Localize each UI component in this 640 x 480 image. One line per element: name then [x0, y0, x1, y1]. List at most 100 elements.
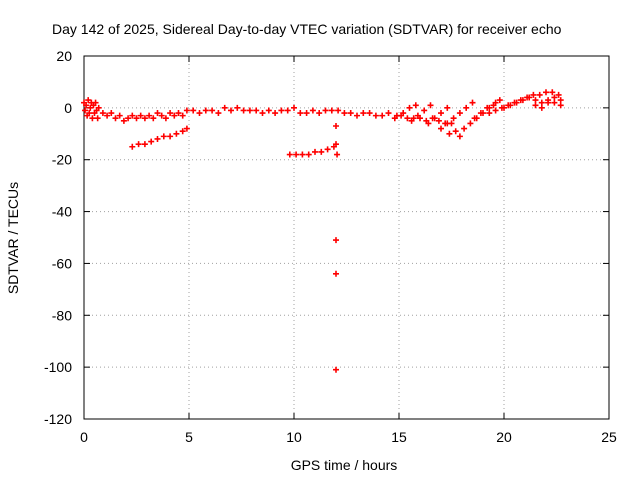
data-point	[137, 112, 144, 119]
data-point	[85, 97, 92, 104]
data-point	[446, 130, 453, 137]
data-point	[299, 151, 306, 158]
data-point	[421, 107, 428, 114]
data-point	[173, 130, 180, 137]
y-tick-label: -40	[52, 204, 72, 220]
data-point	[519, 97, 526, 104]
data-point	[354, 112, 360, 119]
data-point	[551, 99, 558, 106]
data-point	[240, 107, 247, 114]
data-point	[154, 110, 161, 117]
data-point	[477, 110, 484, 117]
data-point	[526, 94, 533, 101]
data-points	[81, 89, 564, 373]
data-point	[112, 115, 119, 122]
data-point	[406, 104, 413, 111]
data-point	[467, 120, 474, 127]
data-point	[536, 91, 543, 98]
data-point	[135, 141, 142, 148]
data-point	[438, 125, 444, 132]
data-point	[221, 104, 228, 111]
data-point	[83, 102, 90, 109]
data-point	[507, 102, 514, 109]
data-point	[538, 104, 545, 111]
data-point	[183, 107, 190, 114]
data-point	[471, 115, 478, 122]
data-point	[379, 112, 386, 119]
data-point	[95, 104, 102, 111]
data-point	[259, 110, 266, 117]
data-point	[404, 115, 411, 122]
y-tick-label: -60	[52, 255, 72, 271]
data-point	[129, 112, 136, 119]
data-point	[316, 110, 323, 117]
x-tick-label: 5	[185, 429, 193, 445]
data-point	[513, 99, 520, 106]
data-point	[253, 107, 260, 114]
data-point	[492, 107, 499, 114]
data-point	[557, 102, 564, 109]
data-point	[167, 133, 174, 140]
data-point	[496, 97, 503, 104]
data-point	[87, 104, 94, 111]
data-point	[190, 107, 197, 114]
data-point	[333, 123, 339, 130]
data-point	[202, 107, 209, 114]
data-point	[372, 112, 379, 119]
data-point	[366, 110, 373, 117]
data-point	[162, 115, 169, 122]
data-point	[456, 110, 463, 117]
data-point	[94, 115, 101, 122]
data-point	[133, 115, 140, 122]
data-point	[150, 115, 157, 122]
data-point	[179, 112, 186, 119]
data-point	[324, 146, 331, 153]
data-point	[104, 112, 111, 119]
data-point	[286, 151, 293, 158]
data-point	[175, 110, 182, 117]
data-point	[116, 112, 123, 119]
x-tick-label: 0	[80, 429, 88, 445]
data-point	[291, 104, 297, 111]
data-point	[425, 120, 432, 127]
x-axis-label: GPS time / hours	[291, 457, 398, 473]
data-point	[160, 133, 167, 140]
data-point	[272, 110, 279, 117]
data-point	[246, 107, 253, 114]
data-point	[328, 107, 335, 114]
data-point	[148, 138, 155, 145]
axes: 0 5 10 15 20 25 -120 -100 -80 -60 -40 -20 0 20	[44, 48, 617, 445]
data-point	[92, 99, 99, 106]
data-point	[452, 128, 459, 135]
data-point	[265, 107, 272, 114]
data-point	[297, 110, 304, 117]
data-point	[400, 110, 407, 117]
data-point	[293, 151, 300, 158]
data-point	[412, 102, 419, 109]
data-point	[450, 115, 457, 122]
data-point	[284, 107, 291, 114]
plot-border	[83, 55, 610, 420]
data-point	[463, 104, 470, 111]
data-point	[543, 89, 549, 96]
data-point	[333, 366, 339, 373]
data-point	[431, 115, 438, 122]
data-point	[141, 115, 148, 122]
data-point	[303, 110, 310, 117]
data-point	[469, 99, 476, 106]
y-tick-label: -120	[44, 411, 72, 427]
data-point	[545, 99, 552, 106]
data-point	[89, 115, 96, 122]
data-point	[333, 270, 339, 277]
y-tick-label: -80	[52, 307, 72, 323]
data-point	[183, 125, 190, 132]
data-point	[167, 110, 174, 117]
data-point	[108, 110, 115, 117]
data-point	[129, 143, 136, 150]
data-point	[215, 110, 222, 117]
data-point	[490, 102, 497, 109]
data-point	[146, 112, 153, 119]
data-point	[335, 107, 342, 114]
data-point	[414, 112, 421, 119]
data-point	[461, 125, 468, 132]
